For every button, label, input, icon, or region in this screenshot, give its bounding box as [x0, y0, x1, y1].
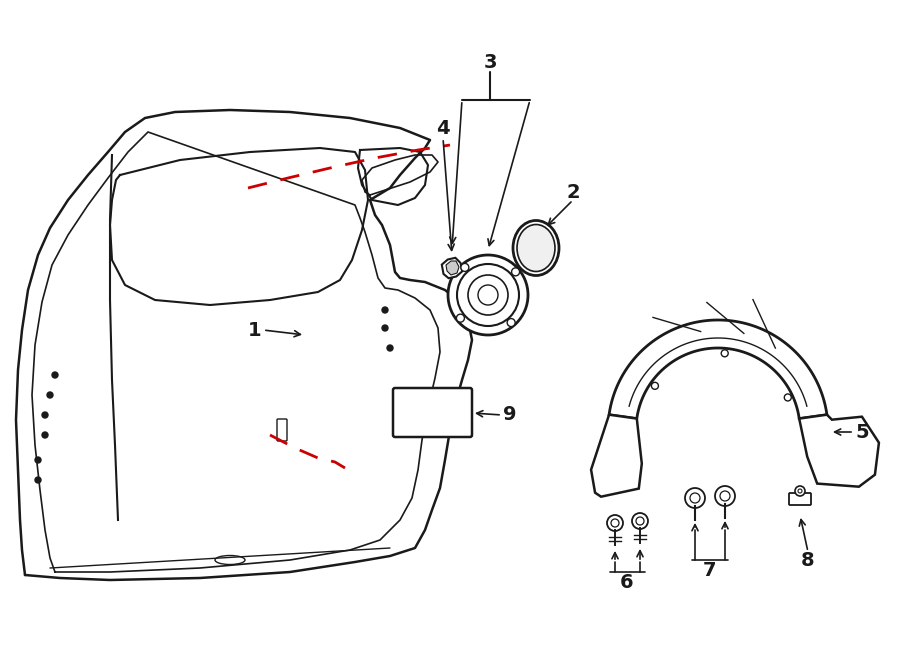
- Polygon shape: [609, 320, 827, 418]
- Text: 7: 7: [703, 561, 716, 580]
- FancyBboxPatch shape: [277, 419, 287, 441]
- Text: 1: 1: [248, 321, 262, 340]
- Circle shape: [721, 350, 728, 357]
- Ellipse shape: [513, 221, 559, 276]
- Circle shape: [507, 319, 515, 327]
- Circle shape: [35, 457, 41, 463]
- Circle shape: [611, 519, 619, 527]
- Circle shape: [42, 412, 48, 418]
- Circle shape: [715, 486, 735, 506]
- Circle shape: [42, 432, 48, 438]
- FancyBboxPatch shape: [393, 388, 472, 437]
- Circle shape: [690, 493, 700, 503]
- Text: 5: 5: [855, 422, 868, 442]
- Ellipse shape: [215, 555, 245, 564]
- Circle shape: [478, 285, 498, 305]
- Text: 9: 9: [503, 405, 517, 424]
- Circle shape: [52, 372, 58, 378]
- Polygon shape: [442, 258, 463, 278]
- Circle shape: [632, 513, 648, 529]
- Circle shape: [461, 264, 469, 272]
- Text: 4: 4: [436, 118, 450, 137]
- Circle shape: [511, 268, 519, 276]
- Text: 2: 2: [566, 182, 580, 202]
- Circle shape: [652, 382, 659, 389]
- Circle shape: [387, 345, 393, 351]
- Text: 8: 8: [801, 551, 814, 570]
- Text: 3: 3: [483, 52, 497, 71]
- Ellipse shape: [517, 225, 555, 272]
- Circle shape: [47, 392, 53, 398]
- Circle shape: [720, 491, 730, 501]
- Circle shape: [607, 515, 623, 531]
- Polygon shape: [799, 414, 879, 486]
- Circle shape: [468, 275, 508, 315]
- Circle shape: [636, 517, 644, 525]
- Circle shape: [448, 255, 528, 335]
- Circle shape: [798, 489, 802, 493]
- Circle shape: [456, 314, 464, 322]
- Circle shape: [457, 264, 519, 326]
- Polygon shape: [591, 414, 642, 496]
- Polygon shape: [446, 261, 459, 275]
- Circle shape: [382, 325, 388, 331]
- FancyBboxPatch shape: [789, 493, 811, 505]
- Circle shape: [35, 477, 41, 483]
- Text: 6: 6: [620, 572, 634, 592]
- Circle shape: [784, 394, 791, 401]
- Circle shape: [382, 307, 388, 313]
- Circle shape: [685, 488, 705, 508]
- Circle shape: [795, 486, 805, 496]
